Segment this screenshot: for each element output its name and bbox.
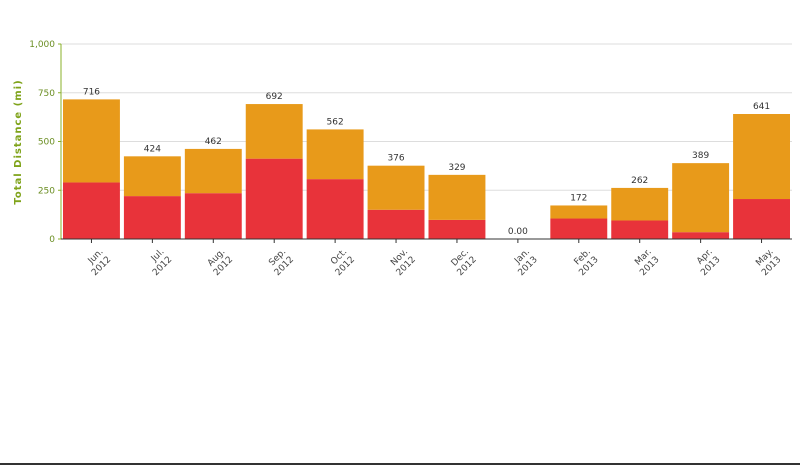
bar-segment-lower xyxy=(611,220,669,239)
bar-total-label: 641 xyxy=(753,102,770,112)
bar-segment-upper xyxy=(733,114,790,200)
bar-segment-lower xyxy=(63,182,120,239)
bar-segment-upper xyxy=(367,165,425,210)
y-tick-label: 0 xyxy=(49,235,55,245)
bar-segment-lower xyxy=(428,219,486,239)
bar-total-label: 562 xyxy=(327,117,344,127)
x-tick-label: Dec.2012 xyxy=(448,247,479,278)
y-axis-label: Total Distance (mi) xyxy=(13,79,24,204)
bar-segment-lower xyxy=(123,196,181,239)
bar-total-labels: 716 424 462 692 562 376 329 0.00 172 262 389 641 xyxy=(83,87,770,237)
bar-segment-lower xyxy=(184,193,242,239)
bar-total-label: 262 xyxy=(631,176,648,186)
bar-total-label: 424 xyxy=(144,144,161,154)
bar-segment-upper xyxy=(123,156,181,197)
x-tick-label: Feb.2013 xyxy=(570,247,601,278)
x-tick-label: Jan.2013 xyxy=(509,247,540,278)
bar-total-label: 389 xyxy=(692,151,709,161)
bar-segment-lower xyxy=(306,179,364,239)
bar-segment-upper xyxy=(672,163,730,233)
bar-total-label: 329 xyxy=(448,163,465,173)
bar-segment-upper xyxy=(184,148,242,194)
bar-segment-upper xyxy=(245,104,303,159)
x-tick-label: Nov.2012 xyxy=(387,247,418,278)
bottom-rule xyxy=(0,463,800,465)
bar-segment-lower xyxy=(367,209,425,239)
bar-total-label: 0.00 xyxy=(508,227,528,237)
bar-segment-lower xyxy=(245,158,303,239)
bar-total-label: 376 xyxy=(387,154,404,164)
bar-segment-upper xyxy=(306,129,364,180)
y-tick-label: 750 xyxy=(38,89,55,99)
bar-segment-upper xyxy=(428,174,486,220)
bar-total-label: 716 xyxy=(83,87,100,97)
bar-segment-lower xyxy=(733,199,790,239)
x-tick-label: Oct.2012 xyxy=(326,247,357,278)
x-tick-label: May.2013 xyxy=(752,247,783,278)
x-axis-ticks: Jun.2012 Jul.2012 Aug.2012 Sep.2012 Oct.2012… xyxy=(82,239,783,278)
y-tick-label: 500 xyxy=(38,138,55,148)
x-tick-label: Sep.2012 xyxy=(265,247,296,278)
x-tick-label: Jun.2012 xyxy=(82,247,113,278)
y-tick-label: 1,000 xyxy=(29,40,55,50)
x-tick-label: Aug.2012 xyxy=(204,247,235,278)
x-tick-label: Apr.2013 xyxy=(691,247,722,278)
bar-total-label: 462 xyxy=(205,137,222,147)
grid-lines xyxy=(61,43,792,191)
x-tick-label: Mar.2013 xyxy=(631,247,662,278)
bar-total-label: 172 xyxy=(570,193,587,203)
bar-total-label: 692 xyxy=(266,92,283,102)
bar-segment-upper xyxy=(550,205,608,219)
bar-segment-upper xyxy=(611,187,669,221)
bars xyxy=(63,99,790,239)
bar-segment-lower xyxy=(550,218,608,239)
y-axis-ticks: 0 250 500 750 1,000 xyxy=(29,40,61,245)
y-tick-label: 250 xyxy=(38,186,55,196)
x-tick-label: Jul.2012 xyxy=(143,247,174,278)
bar-segment-upper xyxy=(63,99,120,183)
bar-segment-lower xyxy=(672,232,730,239)
